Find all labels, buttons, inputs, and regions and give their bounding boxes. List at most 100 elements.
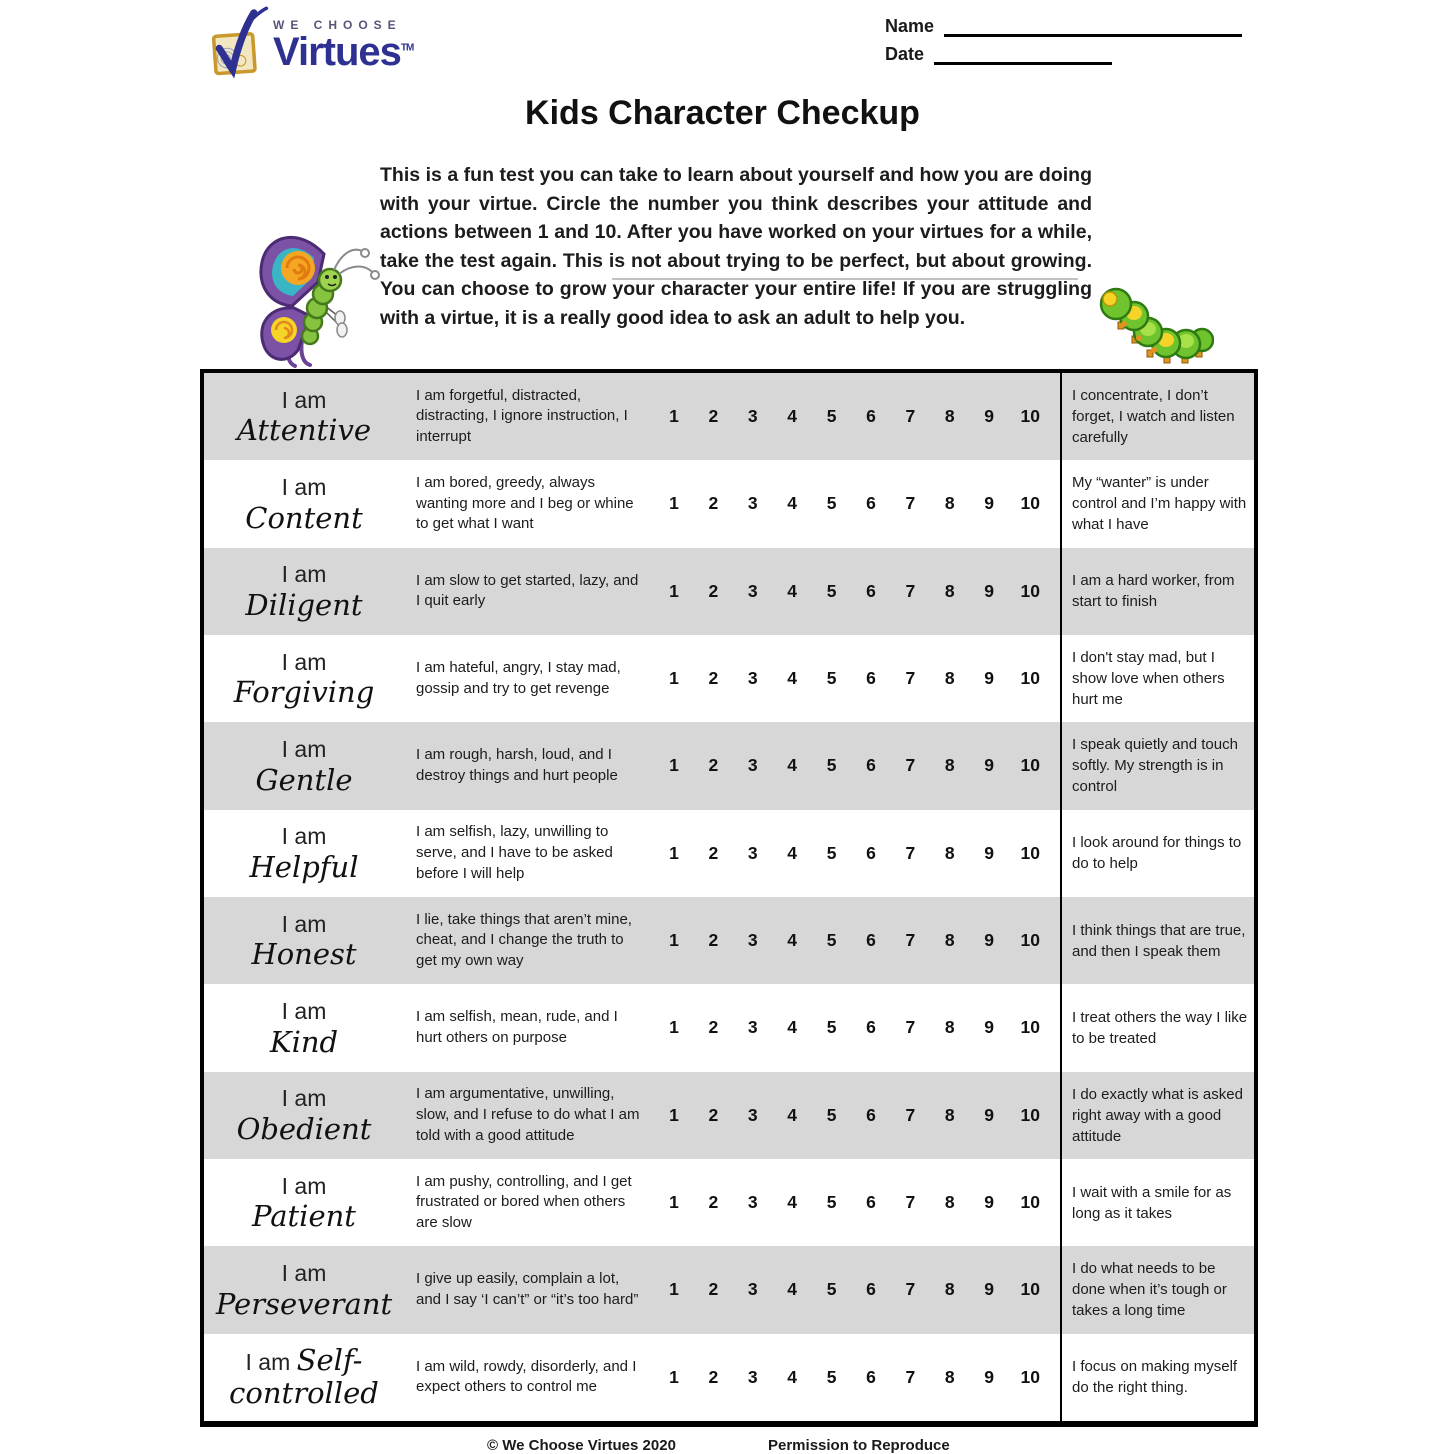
scale-number-4[interactable]: 4 [787, 406, 798, 427]
scale-number-9[interactable]: 9 [984, 1366, 994, 1387]
scale-number-6[interactable]: 6 [866, 406, 876, 427]
scale-number-5[interactable]: 5 [826, 1279, 837, 1300]
scale-number-3[interactable]: 3 [747, 580, 758, 601]
scale-number-8[interactable]: 8 [944, 580, 955, 601]
scale-number-7[interactable]: 7 [905, 1279, 916, 1300]
scale-number-6[interactable]: 6 [866, 1192, 876, 1213]
scale-number-8[interactable]: 8 [944, 1017, 955, 1038]
scale-number-7[interactable]: 7 [905, 1017, 916, 1038]
scale-number-10[interactable]: 10 [1020, 1017, 1040, 1038]
scale-number-1[interactable]: 1 [669, 406, 679, 427]
scale-number-7[interactable]: 7 [905, 842, 916, 863]
scale-number-8[interactable]: 8 [944, 1279, 955, 1300]
scale-number-5[interactable]: 5 [826, 668, 837, 689]
scale-number-4[interactable]: 4 [787, 1279, 798, 1300]
scale-number-1[interactable]: 1 [669, 842, 679, 863]
scale-number-9[interactable]: 9 [984, 1017, 994, 1038]
scale-number-2[interactable]: 2 [708, 1017, 719, 1038]
scale-number-3[interactable]: 3 [747, 1192, 758, 1213]
scale-number-6[interactable]: 6 [866, 1104, 876, 1125]
scale-number-4[interactable]: 4 [787, 493, 798, 514]
scale-number-5[interactable]: 5 [826, 406, 837, 427]
scale-number-10[interactable]: 10 [1020, 1366, 1040, 1387]
scale-number-10[interactable]: 10 [1020, 580, 1040, 601]
scale-number-4[interactable]: 4 [787, 755, 798, 776]
scale-number-2[interactable]: 2 [708, 406, 719, 427]
scale-number-9[interactable]: 9 [984, 1279, 994, 1300]
scale-number-8[interactable]: 8 [944, 668, 955, 689]
scale-number-7[interactable]: 7 [905, 406, 916, 427]
scale-number-10[interactable]: 10 [1020, 1104, 1040, 1125]
scale-number-9[interactable]: 9 [984, 493, 994, 514]
scale-number-9[interactable]: 9 [984, 1104, 994, 1125]
scale-number-5[interactable]: 5 [826, 930, 837, 951]
scale-number-1[interactable]: 1 [669, 1192, 679, 1213]
scale-number-5[interactable]: 5 [826, 493, 837, 514]
scale-number-3[interactable]: 3 [747, 1279, 758, 1300]
scale-number-7[interactable]: 7 [905, 580, 916, 601]
scale-number-3[interactable]: 3 [747, 842, 758, 863]
scale-number-1[interactable]: 1 [669, 668, 679, 689]
scale-number-10[interactable]: 10 [1020, 668, 1040, 689]
scale-number-7[interactable]: 7 [905, 668, 916, 689]
scale-number-8[interactable]: 8 [944, 1104, 955, 1125]
scale-number-6[interactable]: 6 [866, 580, 876, 601]
scale-number-5[interactable]: 5 [826, 1104, 837, 1125]
scale-number-1[interactable]: 1 [669, 493, 679, 514]
scale-number-3[interactable]: 3 [747, 755, 758, 776]
scale-number-2[interactable]: 2 [708, 668, 719, 689]
scale-number-8[interactable]: 8 [944, 493, 955, 514]
scale-number-8[interactable]: 8 [944, 1366, 955, 1387]
scale-number-5[interactable]: 5 [826, 1192, 837, 1213]
scale-number-8[interactable]: 8 [944, 1192, 955, 1213]
scale-number-3[interactable]: 3 [747, 1017, 758, 1038]
scale-number-1[interactable]: 1 [669, 580, 679, 601]
scale-number-10[interactable]: 10 [1020, 842, 1040, 863]
scale-number-2[interactable]: 2 [708, 580, 719, 601]
scale-number-9[interactable]: 9 [984, 930, 994, 951]
scale-number-2[interactable]: 2 [708, 1279, 719, 1300]
scale-number-10[interactable]: 10 [1020, 493, 1040, 514]
scale-number-8[interactable]: 8 [944, 755, 955, 776]
name-input-line[interactable] [944, 17, 1243, 37]
date-input-line[interactable] [934, 45, 1113, 65]
scale-number-2[interactable]: 2 [708, 842, 719, 863]
scale-number-7[interactable]: 7 [905, 930, 916, 951]
scale-number-7[interactable]: 7 [905, 493, 916, 514]
scale-number-6[interactable]: 6 [866, 668, 876, 689]
scale-number-9[interactable]: 9 [984, 668, 994, 689]
scale-number-1[interactable]: 1 [669, 1104, 679, 1125]
scale-number-5[interactable]: 5 [826, 755, 837, 776]
scale-number-1[interactable]: 1 [669, 930, 679, 951]
scale-number-8[interactable]: 8 [944, 406, 955, 427]
scale-number-5[interactable]: 5 [826, 1366, 837, 1387]
scale-number-6[interactable]: 6 [866, 1279, 876, 1300]
scale-number-9[interactable]: 9 [984, 580, 994, 601]
scale-number-10[interactable]: 10 [1020, 1279, 1040, 1300]
scale-number-4[interactable]: 4 [787, 1192, 798, 1213]
scale-number-10[interactable]: 10 [1020, 930, 1040, 951]
scale-number-9[interactable]: 9 [984, 1192, 994, 1213]
scale-number-3[interactable]: 3 [747, 406, 758, 427]
scale-number-8[interactable]: 8 [944, 842, 955, 863]
scale-number-8[interactable]: 8 [944, 930, 955, 951]
scale-number-10[interactable]: 10 [1020, 1192, 1040, 1213]
scale-number-4[interactable]: 4 [787, 1366, 798, 1387]
scale-number-7[interactable]: 7 [905, 1104, 916, 1125]
scale-number-7[interactable]: 7 [905, 755, 916, 776]
scale-number-3[interactable]: 3 [747, 1366, 758, 1387]
scale-number-2[interactable]: 2 [708, 1192, 719, 1213]
scale-number-1[interactable]: 1 [669, 1366, 679, 1387]
scale-number-5[interactable]: 5 [826, 842, 837, 863]
scale-number-4[interactable]: 4 [787, 842, 798, 863]
scale-number-5[interactable]: 5 [826, 1017, 837, 1038]
scale-number-3[interactable]: 3 [747, 930, 758, 951]
scale-number-5[interactable]: 5 [826, 580, 837, 601]
scale-number-1[interactable]: 1 [669, 1017, 679, 1038]
scale-number-7[interactable]: 7 [905, 1366, 916, 1387]
scale-number-7[interactable]: 7 [905, 1192, 916, 1213]
scale-number-4[interactable]: 4 [787, 1104, 798, 1125]
scale-number-1[interactable]: 1 [669, 1279, 679, 1300]
scale-number-4[interactable]: 4 [787, 1017, 798, 1038]
scale-number-2[interactable]: 2 [708, 1366, 719, 1387]
